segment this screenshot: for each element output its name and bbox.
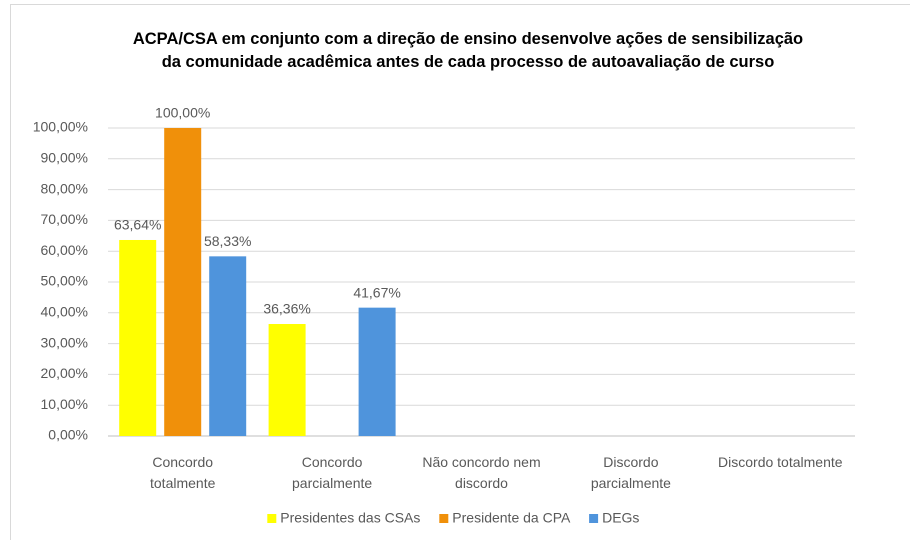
y-tick-label: 30,00% (41, 334, 88, 350)
x-tick-label: Concordo parcialmente (292, 454, 373, 491)
y-tick-label: 0,00% (48, 427, 88, 443)
data-label: 58,33% (204, 233, 251, 249)
bar (358, 307, 396, 436)
chart-border (10, 4, 910, 540)
chart-title: ACPA/CSA em conjunto com a direção de en… (132, 30, 804, 71)
data-label: 63,64% (114, 217, 161, 233)
bar (164, 128, 202, 436)
legend-swatch (439, 514, 449, 523)
x-tick-label: Discordo parcialmente (590, 454, 671, 491)
legend-swatch (589, 514, 599, 523)
y-tick-label: 50,00% (41, 273, 88, 289)
legend-swatch (267, 514, 277, 523)
bar (268, 324, 306, 436)
y-tick-label: 90,00% (41, 150, 88, 166)
legend-label: DEGs (602, 510, 639, 526)
legend-label: Presidente da CPA (452, 510, 571, 526)
x-tick-label: Discordo totalmente (718, 454, 843, 470)
data-label: 100,00% (155, 105, 210, 121)
bar (209, 256, 247, 436)
y-tick-label: 70,00% (41, 211, 88, 227)
x-tick-label: Concordo totalmente (150, 454, 216, 491)
data-label: 36,36% (263, 301, 310, 317)
y-tick-label: 100,00% (33, 119, 88, 135)
legend-label: Presidentes das CSAs (280, 510, 420, 526)
y-tick-label: 80,00% (41, 180, 88, 196)
bar (119, 239, 157, 436)
x-tick-label: Não concordo nem discordo (422, 454, 541, 491)
y-tick-label: 40,00% (41, 304, 88, 320)
data-label: 41,67% (353, 284, 400, 300)
y-tick-label: 10,00% (41, 396, 88, 412)
y-tick-label: 60,00% (41, 242, 88, 258)
y-tick-label: 20,00% (41, 365, 88, 381)
